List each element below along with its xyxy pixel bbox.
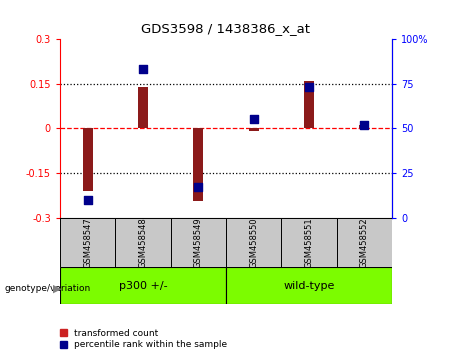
Bar bbox=[115, 218, 171, 267]
Point bbox=[139, 67, 147, 72]
Bar bbox=[248, 129, 259, 131]
Text: genotype/variation: genotype/variation bbox=[5, 284, 91, 293]
Bar bbox=[60, 267, 226, 304]
Point bbox=[84, 197, 91, 202]
Legend: transformed count, percentile rank within the sample: transformed count, percentile rank withi… bbox=[60, 329, 227, 349]
Text: GSM458550: GSM458550 bbox=[249, 217, 258, 268]
Bar bbox=[226, 218, 281, 267]
Bar bbox=[193, 129, 203, 201]
Bar bbox=[83, 129, 93, 191]
Text: wild-type: wild-type bbox=[283, 281, 335, 291]
Bar bbox=[226, 267, 392, 304]
Point bbox=[305, 84, 313, 90]
Text: ▶: ▶ bbox=[53, 284, 61, 293]
Bar bbox=[359, 125, 369, 129]
Text: GSM458547: GSM458547 bbox=[83, 217, 92, 268]
Bar bbox=[337, 218, 392, 267]
Text: GSM458551: GSM458551 bbox=[304, 217, 313, 268]
Text: GSM458552: GSM458552 bbox=[360, 217, 369, 268]
Bar bbox=[171, 218, 226, 267]
Bar bbox=[304, 81, 314, 129]
Title: GDS3598 / 1438386_x_at: GDS3598 / 1438386_x_at bbox=[142, 22, 310, 35]
Text: p300 +/-: p300 +/- bbox=[118, 281, 167, 291]
Bar bbox=[281, 218, 337, 267]
Text: GSM458548: GSM458548 bbox=[138, 217, 148, 268]
Bar bbox=[60, 218, 115, 267]
Bar bbox=[138, 87, 148, 129]
Point bbox=[195, 184, 202, 190]
Point bbox=[361, 122, 368, 127]
Text: GSM458549: GSM458549 bbox=[194, 217, 203, 268]
Point bbox=[250, 116, 257, 122]
